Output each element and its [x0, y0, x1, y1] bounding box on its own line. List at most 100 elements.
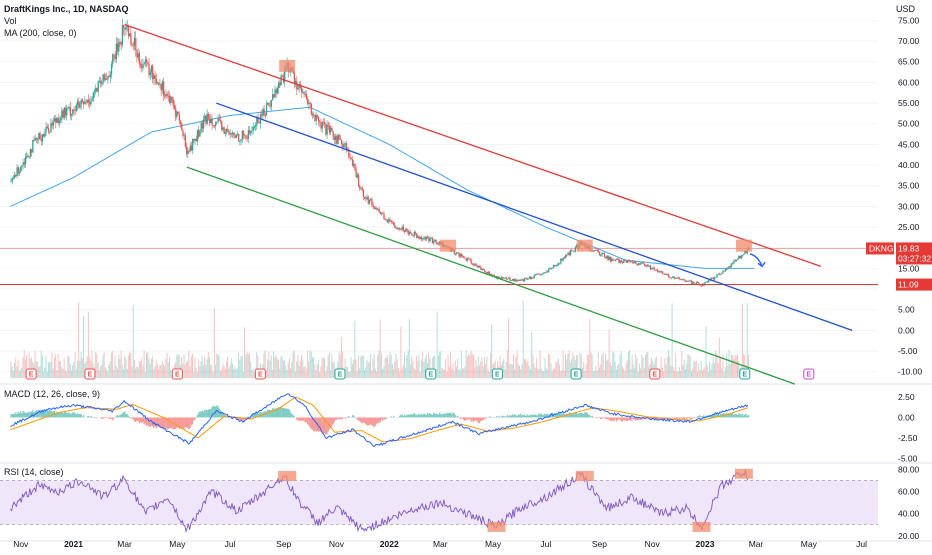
- candle-body: [248, 130, 249, 138]
- volume-bar: [357, 371, 358, 378]
- volume-bar: [529, 366, 530, 378]
- candle-body: [278, 83, 279, 88]
- volume-bar: [294, 351, 295, 378]
- candle-body: [138, 53, 139, 57]
- candle-body: [242, 131, 243, 139]
- ma-legend[interactable]: MA (200, close, 0): [4, 27, 77, 39]
- volume-bar: [192, 353, 193, 378]
- candle-body: [354, 164, 355, 169]
- volume-bar: [606, 360, 607, 378]
- candle-body: [658, 271, 659, 272]
- volume-bar: [293, 352, 294, 378]
- volume-bar: [366, 360, 367, 378]
- candle-body: [111, 64, 112, 75]
- candle-body: [601, 253, 602, 255]
- volume-bar: [417, 361, 418, 378]
- volume-bar: [523, 301, 524, 378]
- macd-histogram-bar: [131, 417, 132, 418]
- candle-body: [371, 199, 372, 205]
- candle-body: [228, 131, 229, 134]
- candle-body: [112, 54, 113, 64]
- volume-bar: [133, 305, 134, 378]
- volume-bar: [469, 355, 470, 378]
- candle-body: [519, 280, 520, 281]
- candle-body: [82, 100, 83, 102]
- candle-body: [480, 267, 481, 270]
- volume-bar: [122, 365, 123, 378]
- volume-bar: [170, 370, 171, 378]
- macd-histogram-bar: [26, 413, 27, 418]
- macd-histogram-bar: [600, 417, 601, 419]
- volume-bar: [455, 361, 456, 378]
- rsi-legend[interactable]: RSI (14, close): [4, 466, 64, 478]
- macd-histogram-bar: [127, 414, 128, 417]
- macd-histogram-bar: [359, 417, 360, 421]
- volume-bar: [254, 372, 255, 378]
- volume-bar: [64, 358, 65, 378]
- macd-histogram-bar: [451, 414, 452, 418]
- resistance-marker: [577, 240, 593, 252]
- volume-bar: [244, 327, 245, 378]
- candle-body: [595, 250, 596, 251]
- volume-bar: [380, 320, 381, 378]
- candle-body: [254, 127, 255, 128]
- macd-histogram-bar: [478, 417, 479, 422]
- volume-bar: [457, 358, 458, 378]
- macd-histogram-bar: [303, 417, 304, 421]
- macd-histogram-bar: [623, 417, 624, 420]
- volume-bar: [70, 364, 71, 378]
- vol-legend[interactable]: Vol: [4, 15, 17, 27]
- volume-bar: [603, 353, 604, 378]
- macd-histogram-bar: [514, 414, 515, 418]
- volume-bar: [81, 352, 82, 378]
- volume-bar: [646, 352, 647, 378]
- earnings-label: E: [652, 372, 657, 379]
- macd-histogram-bar: [613, 417, 614, 421]
- time-tick-label: Nov: [13, 539, 29, 549]
- candle-body: [72, 109, 73, 113]
- macd-histogram-bar: [576, 412, 577, 417]
- macd-histogram-bar: [293, 415, 294, 418]
- volume-bar: [213, 372, 214, 378]
- candle-body: [514, 279, 515, 281]
- candle-body: [328, 125, 329, 126]
- candle-body: [219, 118, 220, 120]
- volume-bar: [124, 356, 125, 378]
- resistance-marker: [736, 240, 752, 252]
- earnings-marker: E: [804, 369, 814, 379]
- candle-body: [684, 279, 685, 280]
- macd-histogram-bar: [205, 410, 206, 418]
- volume-bar: [151, 359, 152, 378]
- volume-bar: [611, 366, 612, 378]
- candle-body: [670, 278, 671, 279]
- volume-bar: [123, 369, 124, 378]
- macd-histogram-bar: [415, 415, 416, 418]
- volume-bar: [466, 350, 467, 378]
- macd-histogram-bar: [326, 417, 327, 434]
- candle-body: [623, 260, 624, 263]
- volume-bar: [20, 369, 21, 378]
- volume-bar: [485, 364, 486, 378]
- volume-bar: [669, 356, 670, 378]
- macd-histogram-bar: [427, 413, 428, 417]
- symbol-legend[interactable]: DraftKings Inc., 1D, NASDAQ: [4, 3, 129, 15]
- volume-bar: [509, 364, 510, 378]
- candle-body: [621, 260, 622, 262]
- volume-bar: [333, 362, 334, 378]
- time-tick-label: Mar: [749, 539, 764, 549]
- volume-bar: [561, 370, 562, 378]
- volume-bar: [411, 357, 412, 378]
- candle-body: [307, 99, 308, 104]
- volume-bar: [21, 368, 22, 378]
- candle-body: [604, 253, 605, 257]
- candle-body: [729, 266, 730, 268]
- candle-body: [35, 138, 36, 140]
- candle-body: [560, 259, 561, 264]
- macd-legend[interactable]: MACD (12, 26, close, 9): [4, 388, 100, 400]
- volume-bar: [208, 352, 209, 378]
- candle-body: [461, 254, 462, 256]
- candle-body: [38, 133, 39, 139]
- volume-bar: [98, 363, 99, 378]
- macd-histogram-bar: [270, 410, 271, 417]
- earnings-marker: E: [26, 369, 36, 379]
